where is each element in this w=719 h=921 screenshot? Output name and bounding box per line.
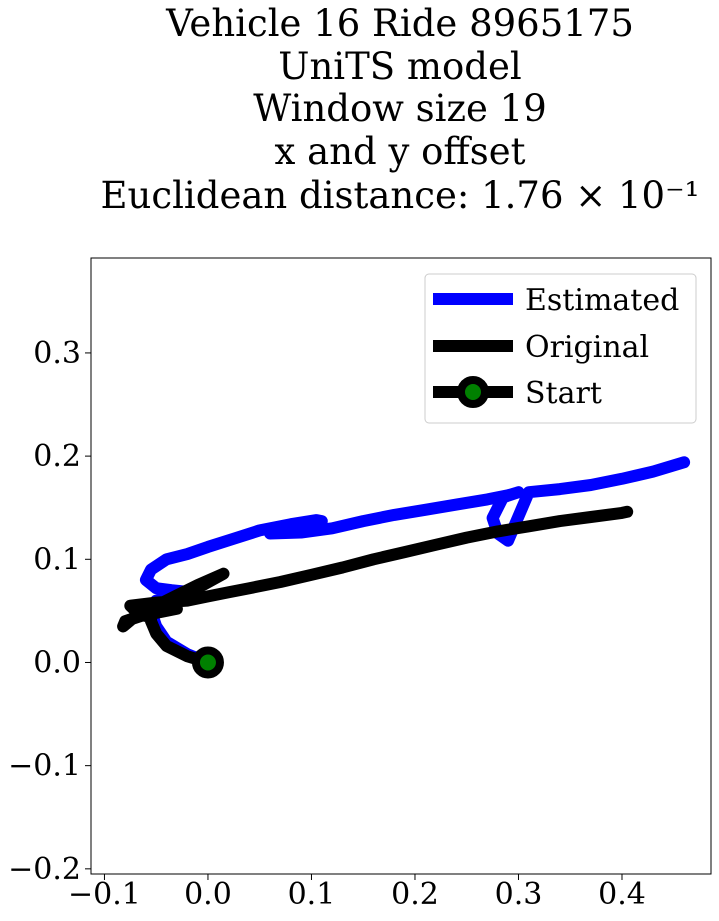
series-line-estimated [139, 456, 691, 669]
y-tick-label: 0.0 [33, 645, 81, 680]
title-line-3: Window size 19 [253, 87, 547, 130]
start-marker [191, 646, 224, 679]
x-tick-label: 0.2 [391, 877, 439, 912]
y-tick-label: 0.3 [33, 336, 81, 371]
plot-frame [90, 257, 712, 875]
legend-label-estimated: Estimated [525, 283, 679, 318]
title-line-1: Vehicle 16 Ride 8965175 [165, 2, 634, 45]
y-tick-label: −0.2 [8, 852, 81, 887]
legend: Estimated Original Start [424, 273, 697, 424]
x-tick-label: 0.4 [598, 877, 646, 912]
y-axis-ticks: −0.2 −0.1 0.0 0.1 0.2 0.3 [8, 336, 91, 887]
x-axis-ticks: −0.1 0.0 0.1 0.2 0.3 0.4 [68, 874, 646, 912]
series-group [117, 456, 691, 679]
title-line-2: UniTS model [278, 45, 521, 88]
title-line-5: Euclidean distance: 1.76 × 10⁻¹ [101, 174, 700, 217]
x-tick-label: 0.1 [288, 877, 336, 912]
x-tick-label: 0.3 [495, 877, 543, 912]
legend-label-start: Start [525, 376, 602, 411]
plot-area: −0.1 0.0 0.1 0.2 0.3 0.4 −0.2−0.10.00.10.20.3 [8, 257, 712, 912]
legend-box [424, 273, 697, 424]
x-tick-label: 0.0 [184, 877, 232, 912]
y-tick-label: −0.1 [8, 749, 81, 784]
legend-label-original: Original [525, 330, 649, 365]
legend-start-marker [457, 376, 489, 408]
x-tick-label: −0.1 [68, 877, 141, 912]
title-line-4: x and y offset [275, 130, 526, 173]
y-tick-label: 0.2 [33, 439, 81, 474]
series-line-original [117, 505, 634, 669]
y-tick-label: 0.1 [33, 542, 81, 577]
